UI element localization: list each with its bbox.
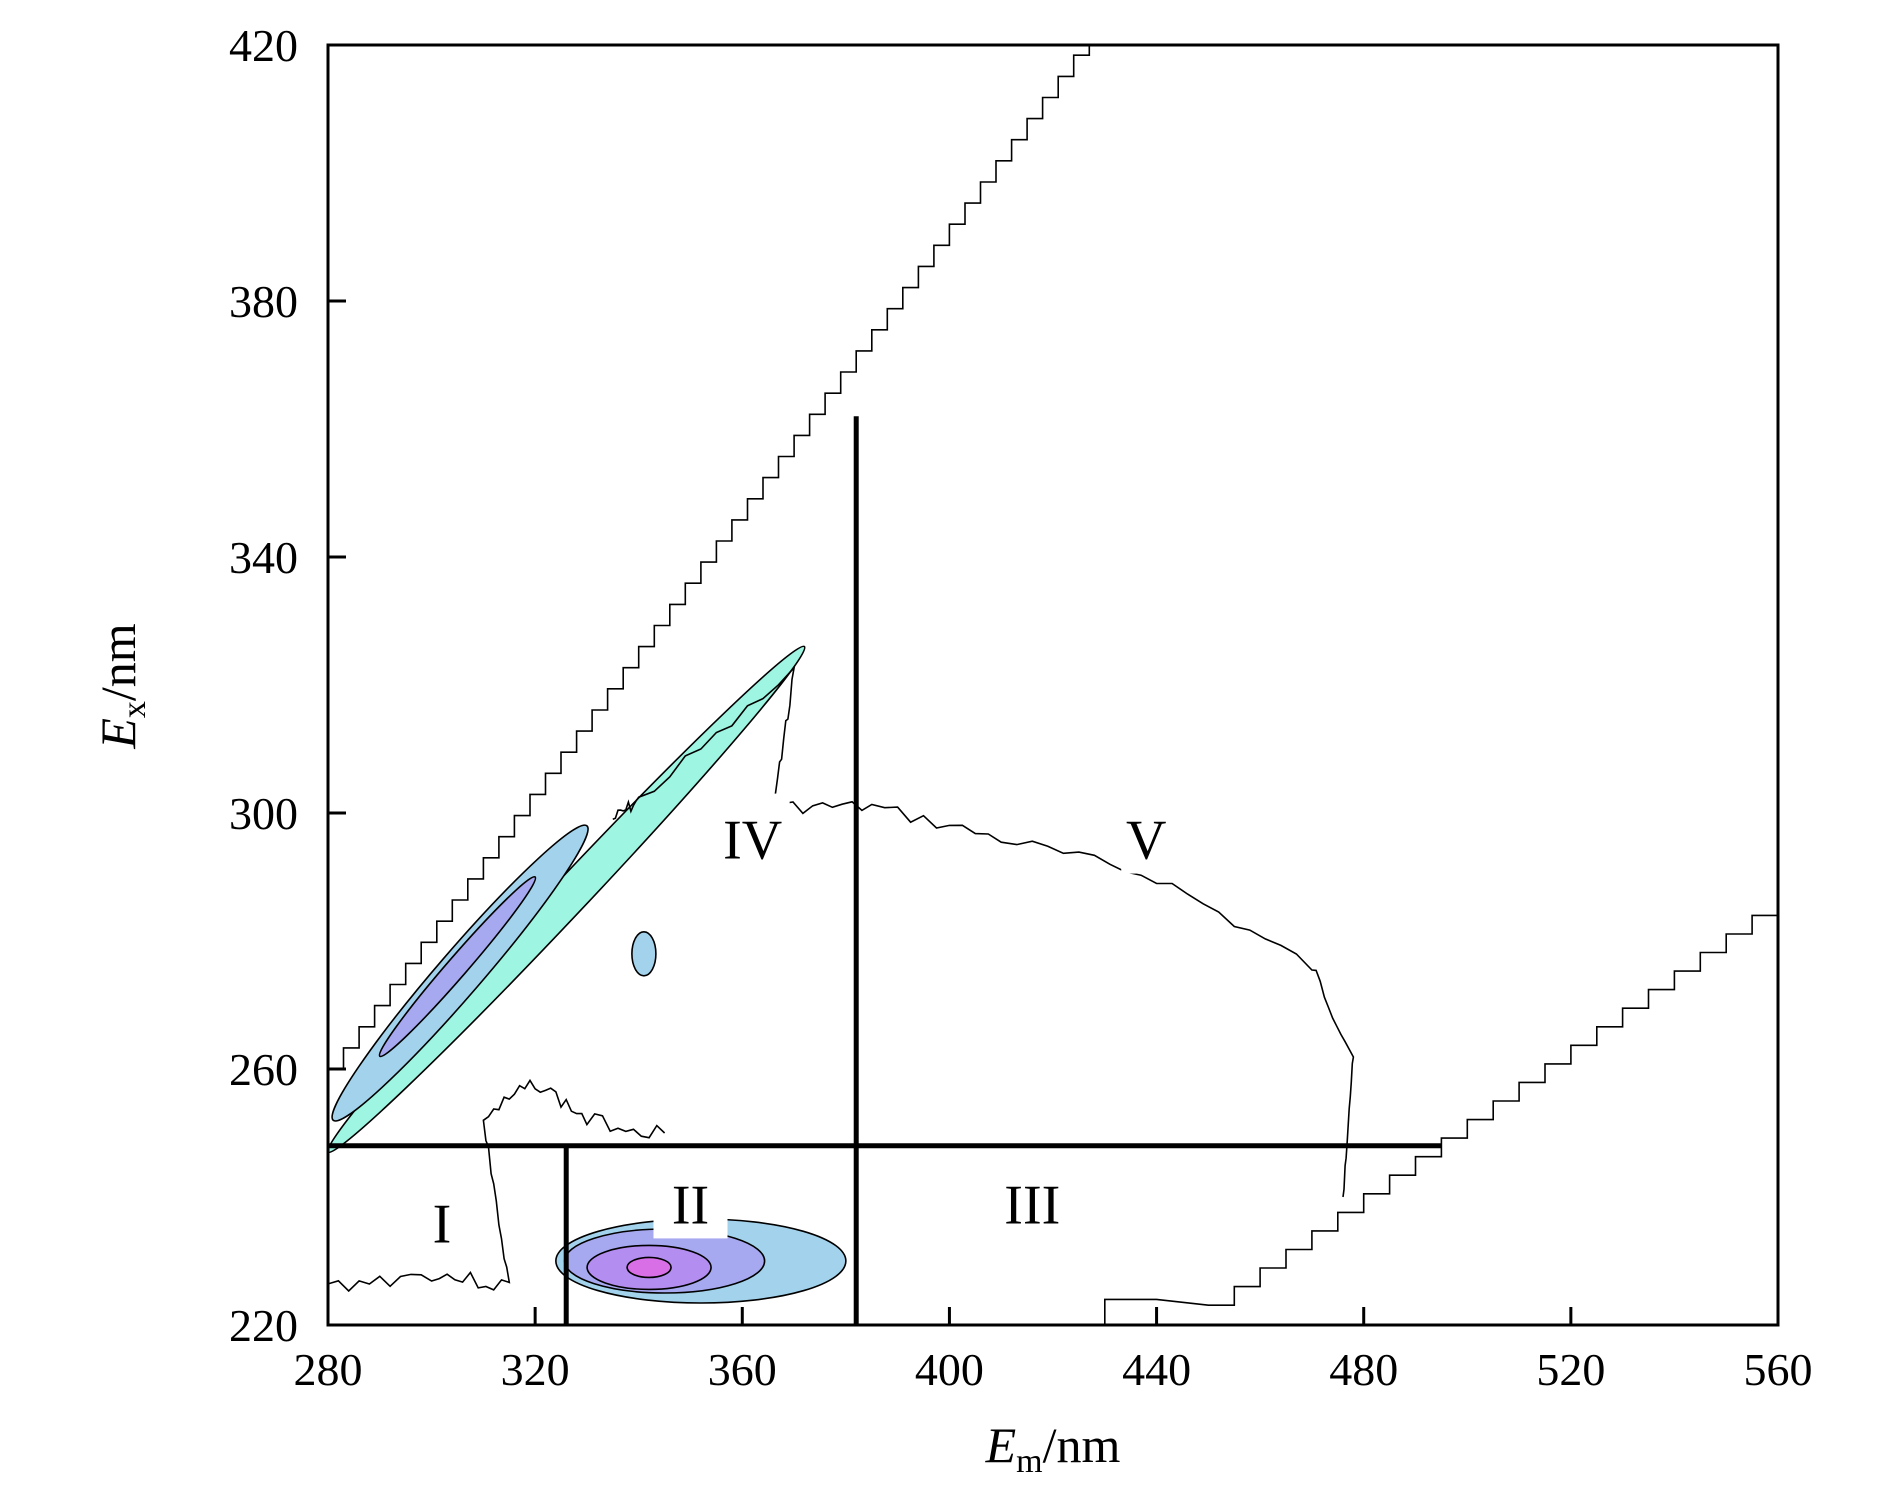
y-tick-label: 300 <box>229 788 298 839</box>
region-label-box <box>653 1158 728 1239</box>
region-label-iv: IV <box>715 793 790 874</box>
contour-levels <box>328 645 847 1304</box>
x-tick-label: 560 <box>1744 1344 1813 1395</box>
peak-II-max <box>626 1256 672 1279</box>
region-label-iii: III <box>983 1158 1082 1239</box>
x-axis-ticks: 280 320 360 400 440 480 520 560 <box>294 1307 1813 1395</box>
plot-area <box>328 45 1778 1325</box>
region-label-box <box>1121 793 1172 874</box>
region-label-box <box>715 793 790 874</box>
region-label-text: IV <box>723 810 782 872</box>
x-tick-label: 280 <box>294 1344 363 1395</box>
peak-IV-small <box>631 930 657 977</box>
x-tick-label: 480 <box>1329 1344 1398 1395</box>
y-axis-title: Ex/nm <box>90 623 153 749</box>
region-label-text: V <box>1126 810 1166 872</box>
region-label-text: II <box>672 1174 709 1236</box>
region-label-text: I <box>433 1194 452 1256</box>
region-label-box <box>416 1177 467 1258</box>
x-tick-label: 440 <box>1122 1344 1191 1395</box>
x-tick-label: 360 <box>708 1344 777 1395</box>
y-tick-label: 420 <box>229 20 298 71</box>
x-tick-label: 400 <box>915 1344 984 1395</box>
y-tick-label: 340 <box>229 532 298 583</box>
x-tick-label: 320 <box>501 1344 570 1395</box>
plot-frame <box>326 43 1780 1327</box>
region-label-ii: II <box>653 1158 728 1239</box>
contour-line-lower <box>328 1078 666 1293</box>
x-axis-title: Em/nm <box>985 1417 1121 1480</box>
y-tick-label: 220 <box>229 1300 298 1351</box>
y-axis-ticks: 220 260 300 340 380 420 <box>229 20 346 1351</box>
x-tick-label: 520 <box>1536 1344 1605 1395</box>
contour-line-upper <box>612 665 1355 1198</box>
y-tick-label: 380 <box>229 276 298 327</box>
y-tick-label: 260 <box>229 1044 298 1095</box>
scatter-band-level2 <box>378 875 537 1058</box>
region-label-box <box>983 1158 1082 1239</box>
region-label-v: V <box>1121 793 1172 874</box>
region-label-text: III <box>1004 1174 1060 1236</box>
fluorescence-data-region <box>328 45 1778 1325</box>
region-label-i: I <box>416 1177 467 1258</box>
